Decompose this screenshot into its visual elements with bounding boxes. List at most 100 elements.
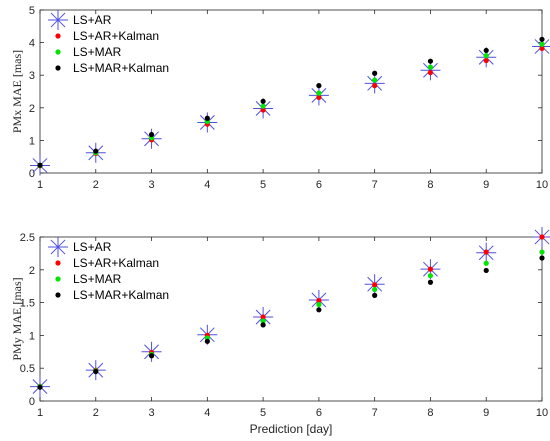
chart2-ytick-label-1: 0.5 — [20, 363, 35, 375]
chart1-ytick-label-2: 2 — [29, 103, 35, 115]
chart2-legend: LS+AR LS+AR+Kalman LS+MAR LS+MAR+Kalman — [48, 237, 169, 302]
chart2-series-3-point-2 — [148, 353, 155, 359]
chart1-xtick-label-7: 8 — [427, 179, 433, 191]
chart2-series-2-point-4 — [260, 318, 266, 324]
chart1-legend-entry-3: LS+MAR+Kalman — [55, 61, 169, 75]
chart2-series-2-point-7 — [427, 273, 434, 279]
chart2-xtick-label-1: 2 — [93, 407, 99, 419]
chart2-ytick-label-0: 0 — [29, 396, 35, 408]
chart1-xtick-label-2: 3 — [148, 179, 154, 191]
chart1-series-1-point-6 — [372, 83, 378, 89]
chart1-legend-marker-1 — [55, 33, 61, 39]
chart2-legend-marker-2 — [55, 276, 61, 282]
chart2-xtick-label-0: 1 — [37, 407, 43, 419]
chart2-series-3-point-6 — [372, 292, 378, 298]
chart2-series-3-point-3 — [204, 338, 210, 344]
chart2-series-3-point-4 — [260, 322, 266, 328]
chart2-series-3 — [37, 255, 545, 390]
chart2-plot-area — [39, 236, 543, 402]
chart1-series-3 — [37, 36, 545, 168]
chart1-legend: LS+AR LS+AR+Kalman LS+MAR LS+MAR+Kalman — [48, 10, 169, 75]
chart2-ytick-label-4: 2 — [29, 265, 35, 277]
chart2-legend-entry-2: LS+MAR — [55, 272, 122, 286]
chart2-legend-entry-0: LS+AR — [48, 237, 112, 257]
chart1-series-3-point-0 — [37, 162, 43, 168]
chart2-series-1-point-5 — [316, 298, 322, 304]
chart2-xtick-label-2: 3 — [148, 407, 154, 419]
chart2-series-3-point-9 — [539, 255, 545, 261]
chart1-series-3-point-3 — [204, 115, 210, 121]
chart2-series-3-point-0 — [37, 384, 43, 390]
chart1-legend-marker-0 — [48, 10, 68, 30]
chart2-series-1-point-8 — [483, 249, 489, 255]
chart2-legend-marker-1 — [55, 260, 61, 266]
chart1-xtick-label-5: 6 — [316, 179, 322, 191]
chart1-ytick-label-5: 5 — [29, 5, 35, 17]
chart1-series-1-point-7 — [427, 69, 434, 76]
chart1-series-2-point-8 — [483, 53, 489, 59]
chart1-series-2-point-4 — [260, 103, 266, 109]
chart2-xlabel: Prediction [day] — [250, 422, 333, 436]
chart2-xtick-label-4: 5 — [260, 407, 266, 419]
chart1-ytick-label-1: 1 — [29, 135, 35, 147]
chart1-xtick-label-6: 7 — [372, 179, 378, 191]
chart1-series-1-point-4 — [260, 107, 266, 113]
chart2-xtick-label-7: 8 — [427, 407, 433, 419]
chart2-series-2-point-5 — [316, 301, 322, 308]
chart1-ytick-label-0: 0 — [29, 168, 35, 180]
chart2: 1 2 3 4 5 6 7 8 9 10 0 0.5 1 1.5 2 2.5 PMy MAE [mas] Pred… — [10, 227, 550, 436]
chart1-series-2-point-9 — [539, 41, 545, 47]
chart1-series-2-point-6 — [372, 77, 378, 83]
chart2-legend-label-0: LS+AR — [73, 240, 112, 254]
chart2-legend-label-3: LS+MAR+Kalman — [73, 288, 169, 302]
chart1-xtick-label-8: 9 — [483, 179, 489, 191]
chart2-xtick-label-8: 9 — [483, 407, 489, 419]
chart1-legend-marker-3 — [55, 65, 61, 71]
chart1-legend-marker-2 — [55, 49, 61, 55]
chart1-series-3-point-9 — [539, 36, 545, 42]
chart1-xtick-label-0: 1 — [37, 179, 43, 191]
chart1-plot-area — [39, 9, 543, 174]
chart1-series-1-point-9 — [539, 45, 545, 52]
chart2-series-3-point-7 — [427, 279, 434, 285]
chart1-xtick-label-1: 2 — [93, 179, 99, 191]
chart1-series-3-point-6 — [372, 70, 378, 76]
chart1-ylabel: PMx MAE [mas] — [10, 50, 24, 133]
chart1-legend-entry-1: LS+AR+Kalman — [55, 29, 159, 43]
chart1-legend-label-2: LS+MAR — [73, 45, 122, 59]
chart2-legend-label-1: LS+AR+Kalman — [73, 256, 159, 270]
chart2-series-2-point-9 — [539, 249, 545, 255]
chart1-ytick-label-4: 4 — [29, 38, 35, 50]
chart2-legend-label-2: LS+MAR — [73, 272, 122, 286]
chart1-legend-entry-0: LS+AR — [48, 10, 112, 30]
chart2-series-1-point-9 — [539, 234, 545, 240]
chart2-legend-entry-1: LS+AR+Kalman — [55, 256, 159, 270]
chart2-series-1-point-6 — [372, 282, 378, 288]
chart2-legend-marker-0 — [48, 237, 68, 257]
chart1-ytick-label-3: 3 — [29, 70, 35, 82]
chart2-ylabel: PMy MAE [mas] — [10, 277, 24, 360]
chart2-series-3-point-1 — [93, 368, 99, 375]
chart2-series-2-point-6 — [372, 286, 378, 293]
chart2-xtick-label-9: 10 — [536, 407, 548, 419]
chart1-legend-entry-2: LS+MAR — [55, 45, 122, 59]
chart1-series-3-point-5 — [316, 83, 322, 89]
chart2-legend-entry-3: LS+MAR+Kalman — [55, 288, 169, 302]
chart1-series-3-point-1 — [93, 148, 99, 154]
chart1-legend-marker-0-d2 — [50, 12, 66, 28]
chart1-legend-label-0: LS+AR — [73, 13, 112, 27]
chart2-xtick-label-6: 7 — [372, 407, 378, 419]
chart2-series-3-point-5 — [316, 307, 322, 313]
chart2-series-2-point-8 — [483, 260, 489, 266]
chart1-series-1-point-5 — [316, 94, 322, 100]
chart1-series-1-point-8 — [483, 57, 489, 64]
chart2-legend-marker-0-d2 — [50, 239, 66, 255]
chart1-xtick-label-4: 5 — [260, 179, 266, 191]
chart1-series-2-point-7 — [427, 64, 434, 70]
chart2-series-1-point-7 — [427, 266, 434, 272]
chart2-series-2 — [37, 249, 545, 390]
chart2-series-3-point-8 — [483, 267, 489, 274]
chart1-series-3-point-2 — [148, 131, 155, 138]
chart1-legend-label-3: LS+MAR+Kalman — [73, 61, 169, 75]
